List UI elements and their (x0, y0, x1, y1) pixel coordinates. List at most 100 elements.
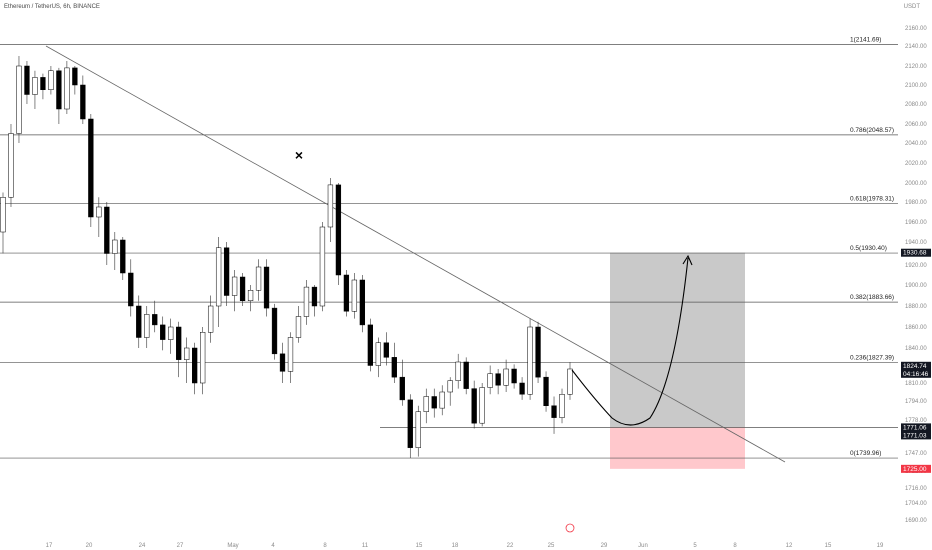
candle-body (399, 376, 405, 401)
candle-body (287, 337, 294, 372)
price-tag-text: 1725.00 (903, 466, 927, 473)
price-tag-target: 1930.68 (901, 248, 931, 257)
candle-body (112, 239, 118, 254)
time-tick-label: 18 (452, 543, 459, 549)
price-tag-text: 1824.74 (903, 363, 927, 370)
candle-body (527, 326, 533, 395)
fib-label: 0.786(2048.57) (850, 127, 894, 134)
candle-body (367, 324, 373, 366)
candle-body (88, 118, 94, 218)
candle-body (439, 391, 445, 409)
price-tag-box (901, 361, 931, 378)
candle-body (144, 314, 150, 338)
price-tick-label: 2160.00 (905, 26, 927, 32)
candle-body (279, 353, 286, 372)
symbol-header: Ethereum / TetherUS, 6h, BINANCE (4, 4, 100, 10)
candle-body (200, 332, 206, 384)
time-tick-label: 15 (416, 543, 423, 549)
candle-body (40, 77, 46, 91)
candle-body (295, 316, 302, 338)
candle-body (351, 279, 358, 312)
candle-body (64, 67, 70, 110)
candle-body (96, 206, 102, 218)
price-tick-label: 1980.00 (905, 200, 927, 206)
time-tick-label: 4 (271, 543, 275, 549)
candle-body (383, 342, 389, 358)
time-tick-label: 5 (693, 543, 697, 549)
price-tag-text: 1771.06 (903, 424, 927, 431)
time-tick-label: 29 (601, 543, 608, 549)
price-tick-label: 2120.00 (905, 64, 927, 70)
price-tag-stop: 1725.00 (901, 464, 931, 473)
candle-body (192, 347, 198, 384)
time-tick-label: 24 (139, 543, 146, 549)
currency-label: USDT (903, 4, 920, 10)
candle-body (80, 84, 86, 120)
candle-body (271, 307, 278, 355)
candle-body (263, 266, 270, 309)
candle-body (407, 399, 413, 448)
time-tick-label: 22 (507, 543, 514, 549)
candle-body (551, 405, 557, 418)
rejection-mark: × (295, 147, 303, 163)
candle-body (128, 272, 134, 307)
candle-body (479, 387, 485, 424)
candle-body (16, 65, 22, 134)
fib-label: 0(1739.96) (850, 450, 881, 457)
candle-body (319, 226, 326, 307)
candle-body (463, 361, 469, 389)
candle-body (519, 382, 525, 395)
fib-label: 0.236(1827.39) (850, 355, 894, 362)
time-tick-label: 15 (825, 543, 832, 549)
fib-label: 0.5(1930.40) (850, 245, 887, 252)
candle-body (431, 396, 437, 409)
price-tick-label: 1810.00 (905, 381, 927, 387)
time-tick-label: 17 (46, 543, 53, 549)
projection-curve (571, 257, 689, 426)
price-tag-box (901, 423, 931, 440)
position-zones (380, 252, 898, 469)
candle-body (423, 396, 429, 412)
candle-body (543, 376, 549, 406)
projection-arrowhead (682, 254, 693, 266)
candle-body (223, 247, 230, 296)
time-tick-label: Jun (638, 543, 648, 549)
fib-label: 0.382(1883.66) (850, 294, 894, 301)
time-tick-label: 19 (877, 543, 884, 549)
candle-body (303, 286, 310, 317)
price-tick-label: 2100.00 (905, 83, 927, 89)
price-tick-label: 1880.00 (905, 304, 927, 310)
candle-body (471, 388, 477, 424)
candle-body (447, 380, 453, 393)
profit-zone (610, 252, 745, 428)
candles: × (0, 56, 573, 459)
price-tag-text: 1771.03 (903, 432, 927, 439)
candle-body (487, 373, 493, 388)
candle-body (239, 276, 246, 301)
event-icon (565, 523, 575, 533)
price-tick-label: 1840.00 (905, 346, 927, 352)
candle-body (455, 361, 461, 381)
price-tick-label: 1960.00 (905, 220, 927, 226)
candle-body (215, 247, 222, 307)
time-axis: 17 20 24 27 May 4 8 11 15 18 22 25 29 Jun 5 8 12 15 19 (46, 523, 884, 549)
candle-body (511, 368, 517, 384)
price-tick-label: 1794.00 (905, 399, 927, 405)
price-tick-label: 2000.00 (905, 181, 927, 187)
price-tag-text: 04:16:46 (903, 371, 929, 378)
candle-body (24, 65, 30, 95)
price-tick-label: 1860.00 (905, 325, 927, 331)
fib-levels: 1(2141.69) 0.786(2048.57) 0.618(1978.31) 0.… (0, 36, 898, 459)
fib-label: 0.618(1978.31) (850, 196, 894, 203)
price-tick-label: 2020.00 (905, 161, 927, 167)
candle-body (495, 373, 501, 386)
price-tick-label: 1704.00 (905, 501, 927, 507)
candle-body (247, 290, 254, 301)
price-tick-label: 1940.00 (905, 240, 927, 246)
price-tick-label: 1920.00 (905, 263, 927, 269)
candle-body (168, 326, 174, 340)
time-tick-label: 20 (86, 543, 93, 549)
price-tag-box (901, 464, 931, 473)
